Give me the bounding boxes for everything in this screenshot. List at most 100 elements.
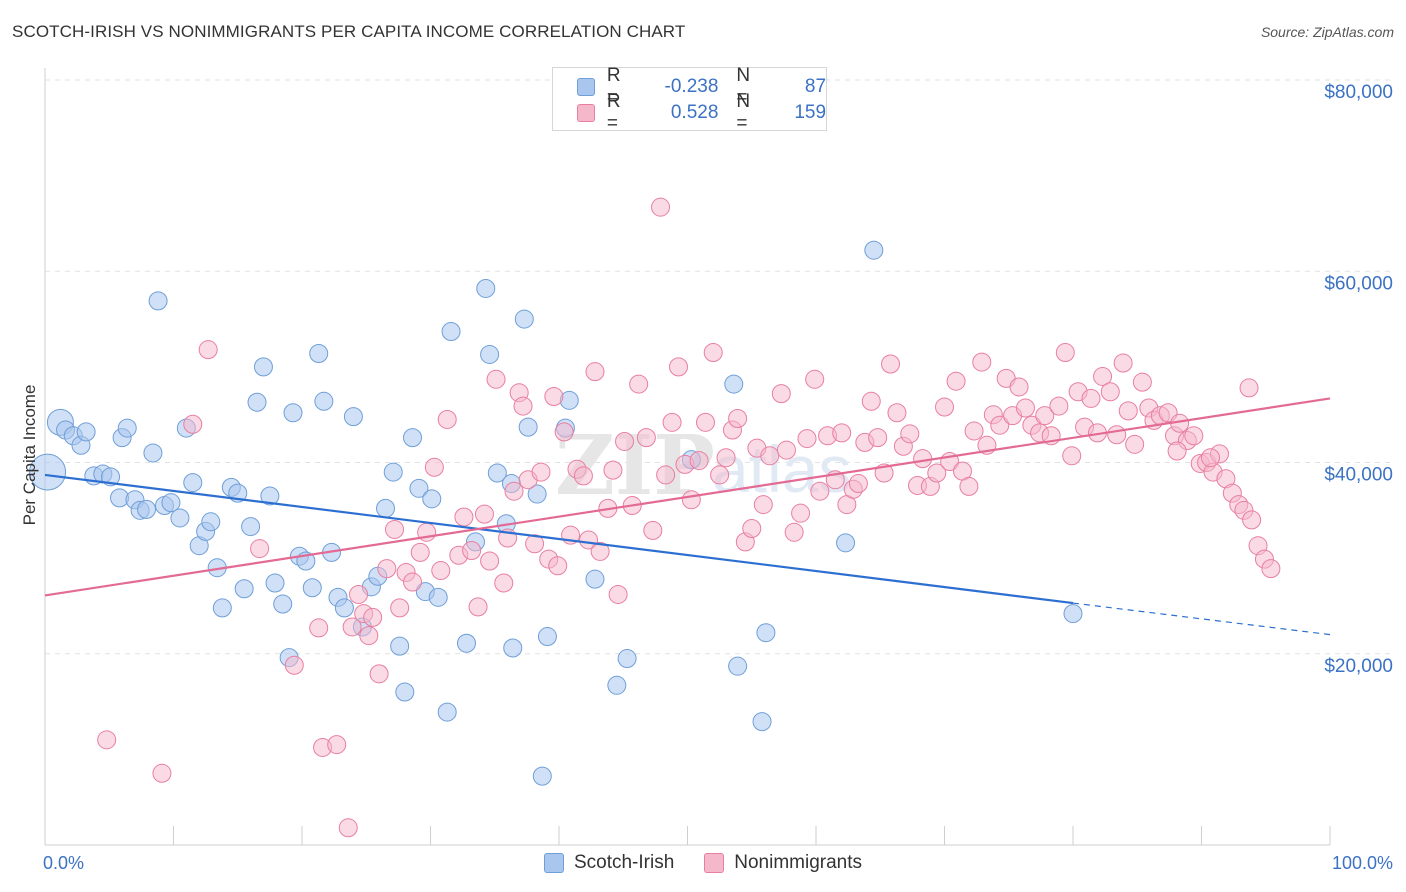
point-nonimmigrants [431,561,451,581]
point-scotch-irish [403,428,423,448]
point-scotch-irish [212,598,232,618]
point-nonimmigrants [1062,446,1082,466]
point-nonimmigrants [454,507,474,527]
point-nonimmigrants [1015,398,1035,418]
point-scotch-irish [334,598,354,618]
point-scotch-irish [314,391,334,411]
point-nonimmigrants [703,343,723,363]
x-tick-label: 100.0% [1332,853,1393,873]
point-nonimmigrants [152,763,172,783]
point-scotch-irish [476,278,496,298]
point-nonimmigrants [1081,388,1101,408]
point-nonimmigrants [848,474,868,494]
point-nonimmigrants [504,481,524,501]
legend-label: Scotch-Irish [573,852,675,873]
point-scotch-irish [514,309,534,329]
point-nonimmigrants [1049,396,1069,416]
legend-n-value: 159 [794,102,827,123]
point-nonimmigrants [913,449,933,469]
series-nonimmigrants [97,197,1281,838]
point-scotch-irish [241,517,261,537]
point-nonimmigrants [284,655,304,675]
point-nonimmigrants [513,396,533,416]
point-scotch-irish [480,344,500,364]
point-nonimmigrants [183,414,203,434]
point-nonimmigrants [689,451,709,471]
point-nonimmigrants [97,730,117,750]
legend-item-scotch-irish[interactable]: Scotch-Irish [543,852,675,874]
point-nonimmigrants [695,412,715,432]
point-scotch-irish [728,656,748,676]
point-scotch-irish [836,533,856,553]
point-nonimmigrants [390,598,410,618]
point-nonimmigrants [990,415,1010,435]
legend-swatch-blue [577,78,595,96]
point-nonimmigrants [728,409,748,429]
point-nonimmigrants [377,559,397,579]
point-nonimmigrants [964,421,984,441]
point-nonimmigrants [710,465,730,485]
legend-swatch-pink [704,853,725,873]
point-scotch-irish [752,712,772,732]
point-nonimmigrants [1242,510,1262,530]
point-scotch-irish [428,587,448,607]
point-nonimmigrants [716,448,736,468]
x-tick-label: 0.0% [43,853,84,873]
point-scotch-irish [253,357,273,377]
y-tick-label: $60,000 [1324,273,1393,294]
point-scotch-irish [503,638,523,658]
point-scotch-irish [607,675,627,695]
legend-item-nonimmigrants[interactable]: Nonimmigrants [704,852,862,874]
trend-lines [44,397,1331,636]
point-scotch-irish [437,702,457,722]
point-nonimmigrants [1113,353,1133,373]
point-nonimmigrants [403,572,423,592]
point-nonimmigrants [887,403,907,423]
point-nonimmigrants [603,460,623,480]
point-nonimmigrants [810,481,830,501]
point-nonimmigrants [531,462,551,482]
point-nonimmigrants [349,584,369,604]
y-tick-label: $80,000 [1324,82,1393,103]
point-nonimmigrants [369,664,389,684]
point-nonimmigrants [636,428,656,448]
y-tick-label: $20,000 [1324,656,1393,677]
point-nonimmigrants [1125,434,1145,454]
point-nonimmigrants [486,369,506,389]
point-nonimmigrants [327,735,347,755]
tick-labels: $20,000 $40,000 $60,000 $80,000 0.0% 100.0% Pe… [20,82,1393,873]
point-nonimmigrants [1035,406,1055,426]
point-nonimmigrants [359,626,379,646]
point-nonimmigrants [881,354,901,374]
point-nonimmigrants [554,422,574,442]
point-nonimmigrants [681,490,701,510]
point-scotch-irish [117,418,137,438]
point-scotch-irish [864,240,884,260]
legend-row-nonimmigrants: R = 0.528 N = 159 [577,91,827,134]
point-scotch-irish [422,489,442,509]
point-scotch-irish [170,508,190,528]
series-legend: Scotch-Irish Nonimmigrants [0,852,1406,874]
point-nonimmigrants [608,584,628,604]
point-nonimmigrants [771,384,791,404]
legend-r-value: 0.528 [670,102,719,123]
point-nonimmigrants [776,440,796,460]
point-nonimmigrants [385,519,405,539]
point-nonimmigrants [935,397,954,417]
point-scotch-irish [756,623,776,643]
point-nonimmigrants [548,556,568,576]
point-scotch-irish [518,417,538,437]
legend-n-label: N = [736,65,751,108]
point-nonimmigrants [410,542,430,562]
point-nonimmigrants [784,522,804,542]
point-scotch-irish [617,649,637,669]
point-scotch-irish [234,579,254,599]
point-nonimmigrants [1093,366,1113,386]
legend-row-scotch-irish: R = -0.238 N = 87 [577,65,826,108]
point-nonimmigrants [480,551,500,571]
point-nonimmigrants [1118,401,1138,421]
trend-line-nonimmigrants [44,397,1331,597]
point-nonimmigrants [1055,343,1075,363]
point-nonimmigrants [437,409,457,429]
point-scotch-irish [76,422,96,442]
